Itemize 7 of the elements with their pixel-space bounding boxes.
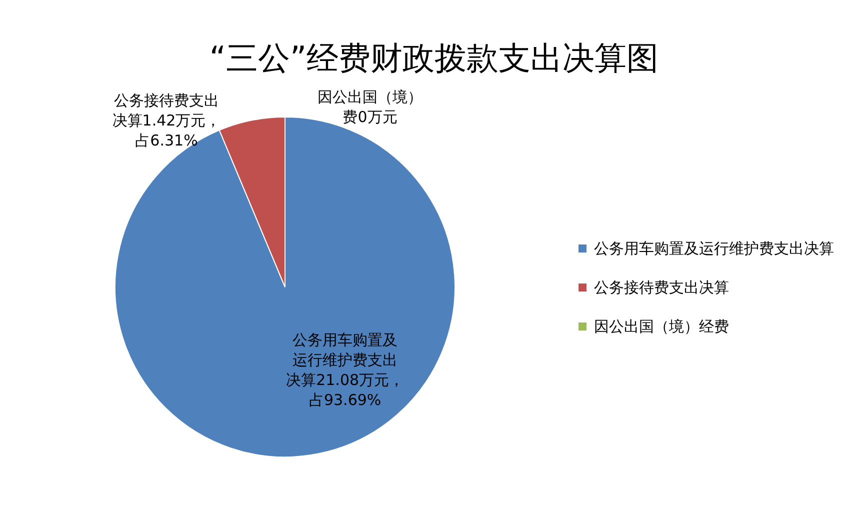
chart-title: “三公”经费财政拨款支出决算图: [209, 39, 659, 77]
text: 因公出国（境）费0万元: [318, 88, 422, 126]
legend-label: 公务接待费支出决算: [594, 278, 729, 296]
legend-label: 因公出国（境）经费: [594, 318, 729, 336]
legend-label: 公务用车购置及运行维护费支出决算: [594, 240, 834, 258]
data-label: 公务用车购置及运行维护费支出决算21.08万元，占93.69%: [286, 331, 404, 409]
data-label: 公务接待费支出决算1.42万元，占6.31%: [112, 91, 221, 150]
